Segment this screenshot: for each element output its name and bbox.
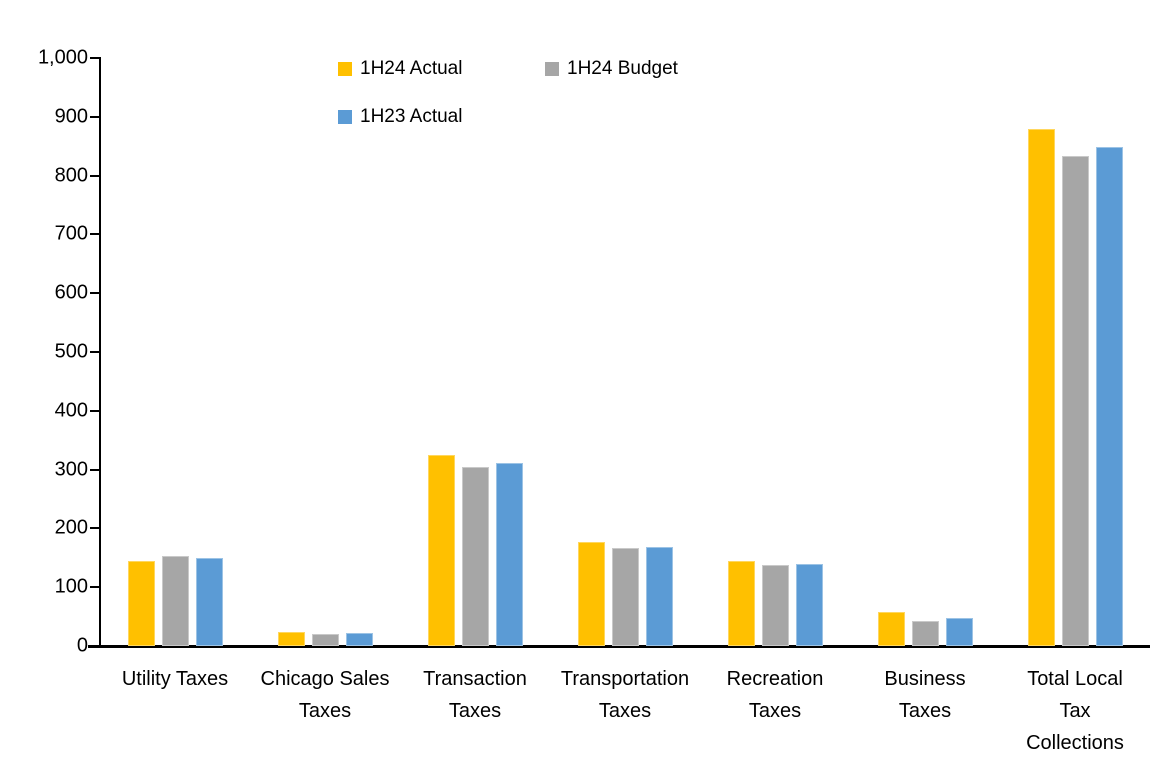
y-axis-tick-label: 900	[54, 105, 88, 128]
x-axis-label-line: Recreation	[726, 668, 824, 690]
bar	[645, 547, 673, 646]
y-axis-tick-label: 800	[54, 164, 88, 187]
legend-item: 1H24 Budget	[545, 58, 678, 79]
y-axis-tick	[90, 115, 100, 118]
x-axis-label: Utility Taxes	[100, 663, 250, 695]
y-axis-tick	[90, 233, 100, 236]
x-axis-label-line: Utility Taxes	[121, 668, 229, 690]
y-axis-tick-label: 700	[54, 222, 88, 245]
legend-swatch-icon	[338, 62, 352, 76]
bar	[1027, 128, 1055, 646]
legend-swatch-icon	[338, 110, 352, 124]
y-axis-tick	[90, 351, 100, 353]
bar	[127, 561, 155, 646]
legend-label: 1H23 Actual	[360, 106, 463, 127]
y-axis-tick	[90, 57, 100, 59]
y-axis-tick-label: 300	[54, 458, 88, 481]
bar	[461, 466, 489, 646]
bar	[727, 560, 755, 646]
bar	[795, 563, 823, 646]
bar	[577, 541, 605, 646]
y-axis-tick	[90, 645, 100, 647]
x-axis-label-line: Taxes	[448, 700, 502, 722]
bar	[195, 557, 223, 646]
x-axis-label: Chicago Sales Taxes	[250, 663, 400, 727]
x-axis-label-line: Total Local	[1027, 668, 1123, 690]
bar	[911, 620, 939, 646]
y-axis-tick	[90, 174, 100, 177]
x-axis-label: Total Local Tax Collections	[1000, 663, 1150, 759]
x-axis-label-line: Collections	[1026, 732, 1124, 754]
y-axis-tick-label: 0	[76, 634, 88, 657]
x-axis-label-line: Taxes	[748, 700, 802, 722]
x-axis-label-line: Business	[884, 668, 966, 690]
x-axis-label: Recreation Taxes	[700, 663, 850, 727]
y-axis-tick-label: 200	[54, 516, 88, 539]
y-axis-tick-label: 600	[54, 281, 88, 304]
legend-label: 1H24 Actual	[360, 58, 463, 79]
y-axis-tick	[90, 468, 100, 471]
bar	[1095, 147, 1123, 646]
x-axis-label-line: Taxes	[898, 700, 952, 722]
x-axis-label-line: Tax	[1059, 700, 1091, 722]
bar	[945, 617, 973, 646]
y-axis-tick-label: 500	[54, 340, 88, 363]
x-axis-label: Transaction Taxes	[400, 663, 550, 727]
bar	[877, 611, 905, 646]
y-axis-line	[99, 57, 101, 648]
legend-item: 1H24 Actual	[338, 58, 463, 79]
x-axis-label: Transportation Taxes	[550, 663, 700, 727]
bar	[1061, 156, 1089, 646]
x-axis-label: Business Taxes	[850, 663, 1000, 727]
y-axis-tick	[90, 586, 100, 589]
y-axis-tick-label: 100	[54, 575, 88, 598]
bar	[161, 556, 189, 646]
y-axis-tick	[90, 292, 100, 295]
y-axis-tick	[90, 409, 100, 412]
y-axis-tick-label: 400	[54, 399, 88, 422]
y-axis-tick	[90, 527, 100, 530]
legend-label: 1H24 Budget	[567, 58, 678, 79]
bar	[611, 548, 639, 646]
x-axis-label-line: Chicago Sales	[260, 668, 390, 690]
bar	[495, 462, 523, 646]
bar	[761, 564, 789, 646]
x-axis-line	[88, 645, 1150, 648]
bar	[427, 454, 455, 646]
x-axis-label-line: Transportation	[560, 668, 690, 690]
x-axis-label-line: Transaction	[423, 668, 527, 690]
y-axis-tick-label: 1,000	[37, 46, 88, 69]
bar	[345, 633, 373, 646]
legend-item: 1H23 Actual	[338, 106, 463, 127]
bar	[311, 634, 339, 646]
legend-swatch-icon	[545, 62, 559, 76]
bar	[277, 631, 305, 646]
x-axis-label-line: Taxes	[298, 700, 352, 722]
x-axis-label-line: Taxes	[598, 700, 652, 722]
